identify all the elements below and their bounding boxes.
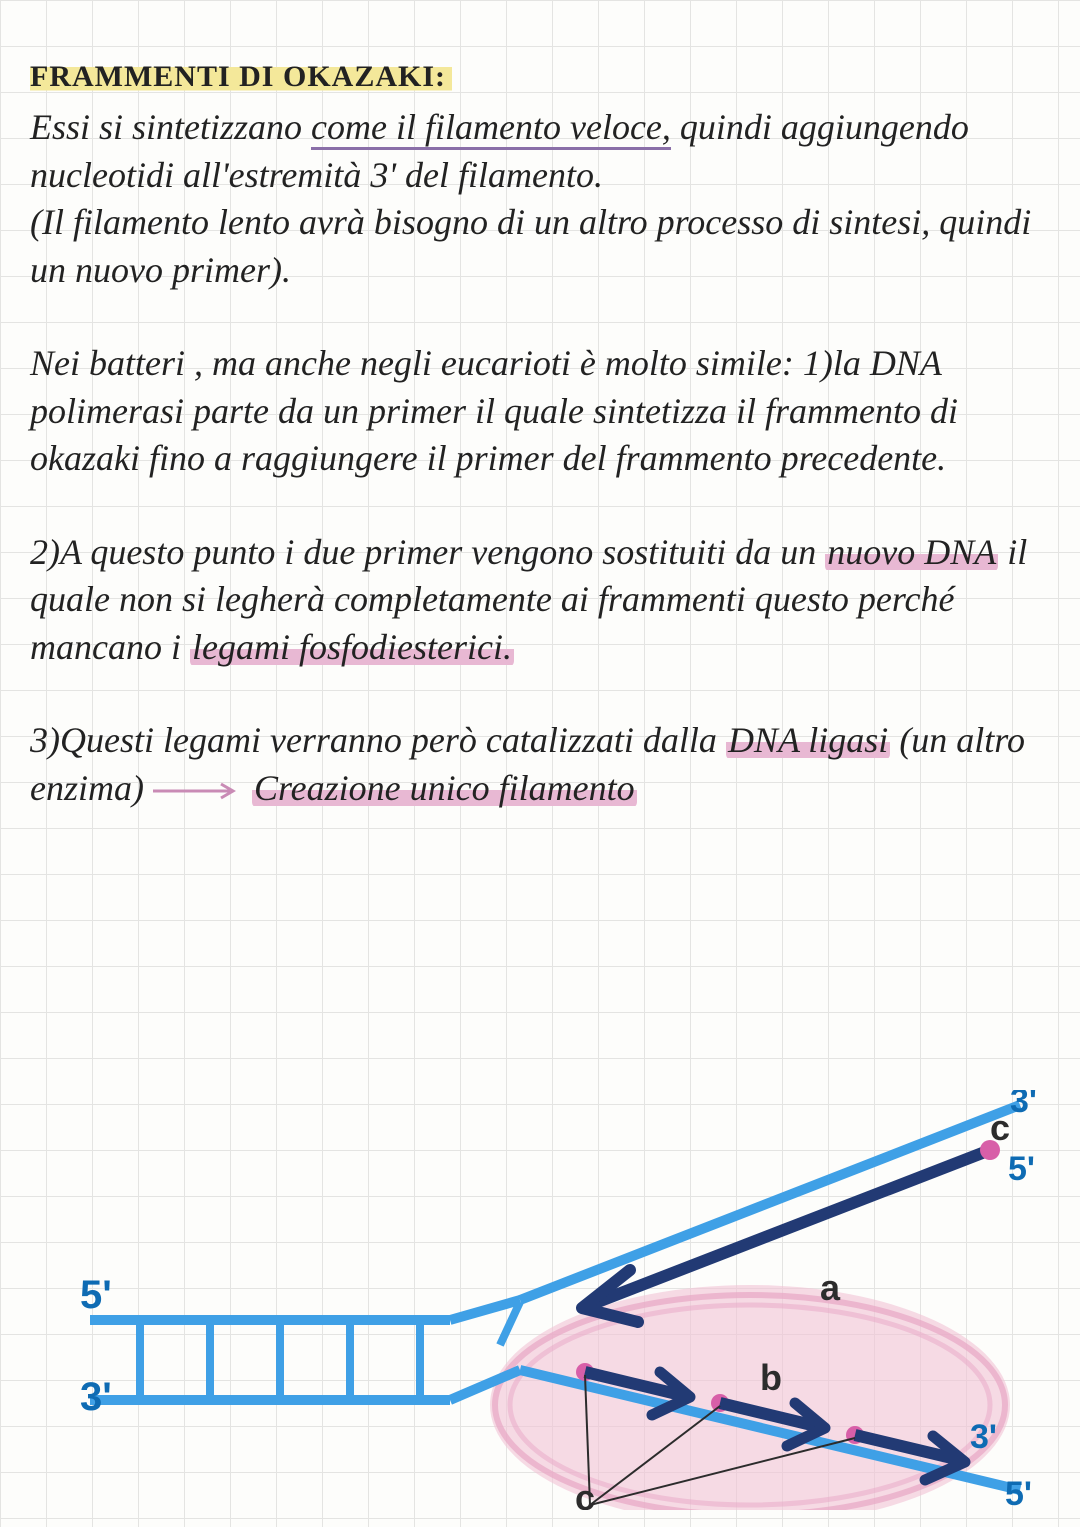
p1-underlined: come il filamento veloce, (311, 107, 671, 150)
label-3prime-top: 3' (1010, 1090, 1037, 1120)
paragraph-3: 2)A questo punto i due primer vengono so… (30, 529, 1050, 672)
p3-highlight-1: nuovo DNA (825, 532, 998, 572)
label-c-top: c (990, 1107, 1010, 1148)
p4-a: 3)Questi legami verranno però catalizzat… (30, 720, 726, 760)
label-5prime-left: 5' (80, 1273, 112, 1317)
p1-text-c: (Il filamento lento avrà bisogno di un a… (30, 202, 1031, 290)
p1-text-a: Essi si sintetizzano (30, 107, 311, 147)
label-5prime-bot: 5' (1005, 1475, 1032, 1510)
label-b: b (760, 1357, 782, 1398)
p4-highlight-2: Creazione unico filamento (252, 768, 637, 808)
section-title: FRAMMENTI DI OKAZAKI: (30, 60, 452, 94)
paragraph-2: Nei batteri , ma anche negli eucarioti è… (30, 340, 1050, 483)
paragraph-4: 3)Questi legami verranno però catalizzat… (30, 717, 1050, 812)
label-3prime-bot: 3' (970, 1418, 997, 1456)
label-a: a (820, 1267, 841, 1308)
paragraph-1: Essi si sintetizzano come il filamento v… (30, 104, 1050, 294)
leading-template (520, 1105, 1020, 1300)
p3-highlight-2: legami fosfodiesterici. (190, 627, 514, 667)
inline-arrow-icon (153, 781, 243, 801)
leading-strand (590, 1150, 990, 1305)
p4-highlight-1: DNA ligasi (726, 720, 890, 760)
p3-a: 2)A questo punto i due primer vengono so… (30, 532, 825, 572)
replication-fork-diagram: 5' 3' 3' 5' 3' 5' c a b c (30, 1090, 1050, 1510)
label-5prime-top: 5' (1008, 1150, 1035, 1188)
label-c-bot: c (575, 1477, 595, 1510)
label-3prime-left: 3' (80, 1375, 112, 1419)
